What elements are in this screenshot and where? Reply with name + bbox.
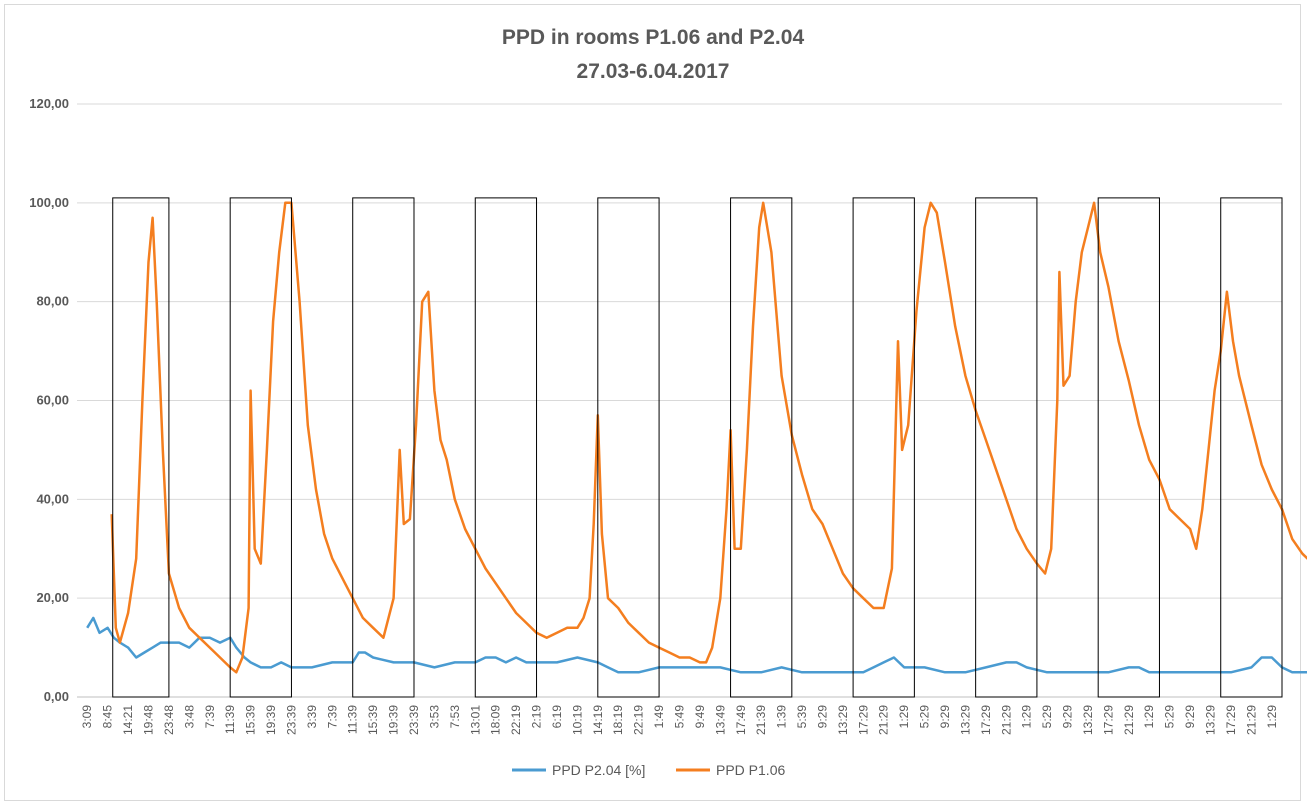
x-tick-label: 5:39	[795, 705, 809, 729]
x-tick-label: 23:48	[162, 705, 176, 735]
legend-label-ppd-p204: PPD P2.04 [%]	[552, 762, 645, 778]
x-tick-label: 9:49	[693, 705, 707, 729]
x-tick-label: 13:01	[468, 705, 482, 735]
x-tick-label: 18:19	[611, 705, 625, 735]
series-lines	[86, 201, 1307, 674]
x-tick-label: 8:45	[101, 705, 115, 729]
x-tick-label: 5:29	[1040, 705, 1054, 729]
highlight-window	[852, 197, 915, 698]
x-axis-ticks: 3:09 8:45 14:21 19:48 23:48 3:48 7:39 11:39 15:3…	[80, 705, 1279, 735]
x-tick-label: 17:49	[734, 705, 748, 735]
highlight-window	[474, 197, 538, 698]
x-tick-label: 6:19	[550, 705, 564, 729]
x-tick-label: 1:39	[775, 705, 789, 729]
x-tick-label: 22:19	[509, 705, 523, 735]
x-tick-label: 15:39	[244, 705, 258, 735]
x-tick-label: 9:29	[1061, 705, 1075, 729]
highlight-window	[1097, 197, 1160, 698]
x-tick-label: 7:39	[203, 705, 217, 729]
highlight-window	[229, 197, 292, 698]
y-tick-label: 80,00	[36, 294, 69, 309]
y-axis-ticks: 0,00 20,00 40,00 60,00 80,00 100,00 120,00	[29, 96, 69, 704]
highlight-window	[597, 197, 660, 698]
highlight-windows	[112, 197, 1283, 698]
y-tick-label: 120,00	[29, 96, 69, 111]
x-tick-label: 1:29	[1142, 705, 1156, 729]
x-tick-label: 9:29	[1183, 705, 1197, 729]
x-tick-label: 17:29	[979, 705, 993, 735]
x-tick-label: 7:39	[325, 705, 339, 729]
y-tick-label: 100,00	[29, 195, 69, 210]
chart-title: PPD in rooms P1.06 and P2.04	[502, 26, 805, 49]
x-tick-label: 9:29	[815, 705, 829, 729]
x-tick-label: 15:39	[366, 705, 380, 735]
x-tick-label: 1:49	[652, 705, 666, 729]
x-tick-label: 5:29	[1163, 705, 1177, 729]
x-tick-label: 21:39	[754, 705, 768, 735]
legend-label-ppd-p106: PPD P1.06	[716, 762, 785, 778]
highlight-window	[112, 197, 170, 698]
x-tick-label: 17:29	[1101, 705, 1115, 735]
x-tick-label: 14:19	[591, 705, 605, 735]
x-tick-label: 19:48	[141, 705, 155, 735]
x-tick-label: 11:39	[223, 705, 237, 734]
x-tick-label: 5:29	[918, 705, 932, 729]
series-line-ppd-p204	[86, 616, 1307, 674]
x-tick-label: 23:39	[407, 705, 421, 735]
x-tick-label: 14:21	[121, 705, 135, 735]
x-tick-label: 18:09	[489, 705, 503, 735]
x-tick-label: 1:29	[897, 705, 911, 729]
gridlines	[77, 103, 1282, 698]
x-tick-label: 21:29	[1122, 705, 1136, 735]
x-tick-label: 19:39	[387, 705, 401, 735]
x-tick-label: 11:39	[346, 705, 360, 734]
x-tick-label: 23:39	[284, 705, 298, 735]
legend: PPD P2.04 [%] PPD P1.06	[512, 762, 785, 778]
series-line-ppd-p106	[110, 201, 1307, 674]
x-tick-label: 21:29	[877, 705, 891, 735]
y-tick-label: 40,00	[36, 491, 69, 506]
chart-subtitle: 27.03-6.04.2017	[577, 60, 730, 83]
x-tick-label: 13:49	[713, 705, 727, 735]
x-tick-label: 21:29	[999, 705, 1013, 735]
x-tick-label: 17:29	[1224, 705, 1238, 735]
highlight-window	[1220, 197, 1283, 698]
x-tick-label: 3:39	[305, 705, 319, 729]
y-tick-label: 0,00	[44, 689, 69, 704]
x-tick-label: 3:09	[80, 705, 94, 729]
x-tick-label: 5:49	[673, 705, 687, 729]
x-tick-label: 7:53	[448, 705, 462, 729]
x-tick-label: 13:29	[1204, 705, 1218, 735]
x-tick-label: 3:48	[182, 705, 196, 729]
highlight-window	[730, 197, 793, 698]
x-tick-label: 9:29	[938, 705, 952, 729]
highlight-window	[352, 197, 415, 698]
x-tick-label: 22:19	[632, 705, 646, 735]
x-tick-label: 10:19	[570, 705, 584, 735]
y-tick-label: 60,00	[36, 393, 69, 408]
x-tick-label: 13:29	[836, 705, 850, 735]
y-tick-label: 20,00	[36, 590, 69, 605]
x-tick-label: 21:29	[1244, 705, 1258, 735]
x-tick-label: 2:19	[530, 705, 544, 729]
x-tick-label: 17:29	[856, 705, 870, 735]
x-tick-label: 1:29	[1265, 705, 1279, 729]
x-tick-label: 13:29	[958, 705, 972, 735]
x-tick-label: 13:29	[1081, 705, 1095, 735]
x-tick-label: 19:39	[264, 705, 278, 735]
highlight-window	[975, 197, 1038, 698]
x-tick-label: 1:29	[1020, 705, 1034, 729]
x-tick-label: 3:53	[427, 705, 441, 729]
